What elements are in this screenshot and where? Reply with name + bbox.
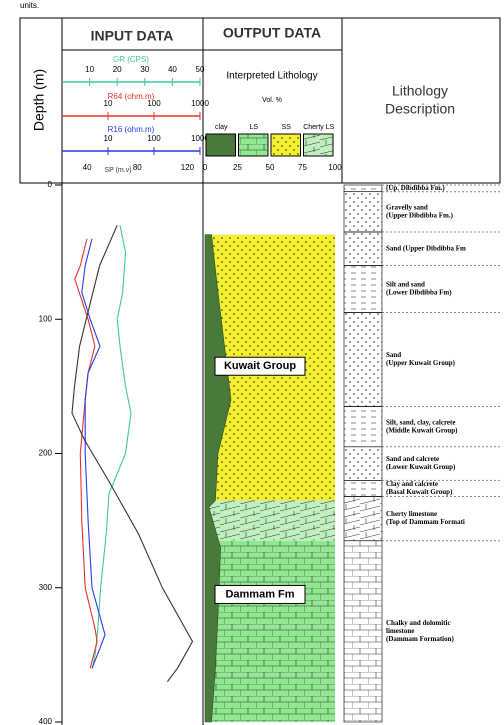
zone-label: Kuwait Group — [224, 360, 296, 372]
zone-label-box — [214, 356, 306, 376]
description-text: Gravelly sand — [386, 203, 428, 211]
scale-tick-label: 30 — [140, 65, 149, 74]
legend-label: SS — [282, 124, 292, 131]
description-pattern — [343, 496, 383, 542]
top-note: units. — [20, 1, 39, 10]
description-pattern — [343, 540, 383, 723]
description-title: Lithology — [392, 83, 448, 99]
description-text: Clay and calcrete — [386, 480, 438, 488]
zone-label: Dammam Fm — [225, 588, 294, 600]
legend-label: Cherty LS — [303, 124, 334, 131]
description-text: (Lower Dibdibba Fm) — [386, 289, 452, 297]
zone-label-box — [214, 584, 306, 604]
description-pattern — [343, 191, 383, 233]
curve-name: R16 (ohm.m) — [108, 125, 155, 134]
header-frame — [19, 17, 501, 184]
depth-tick-label: 300 — [39, 583, 53, 592]
legend-label: LS — [249, 124, 258, 131]
legend-swatch — [205, 133, 236, 157]
description-pattern — [343, 231, 383, 266]
vol-label: Vol. % — [262, 97, 282, 104]
scale-tick-label: 1000 — [191, 99, 209, 108]
scale-tick-label: 100 — [147, 99, 161, 108]
description-text: (Lower Kuwait Group) — [386, 463, 456, 471]
curve — [91, 225, 132, 669]
zone-pattern — [205, 500, 335, 541]
curve-name: GR (CPS) — [113, 55, 149, 64]
description-title: Description — [385, 101, 455, 117]
scale-tick-label: 20 — [113, 65, 122, 74]
description-pattern — [343, 265, 383, 313]
curve — [81, 238, 106, 669]
legend-pattern — [271, 134, 301, 156]
scale-tick-label: 50 — [196, 65, 205, 74]
legend-pattern — [303, 134, 333, 156]
vol-tick-label: 75 — [298, 163, 307, 172]
curve-name: R64 (ohm.m) — [108, 92, 155, 101]
depth-tick-label: 0 — [48, 180, 53, 189]
vol-tick-label: 100 — [328, 163, 342, 172]
scale-tick-label: 80 — [133, 163, 142, 172]
description-text: Cherty limestone — [386, 510, 437, 518]
legend-label: clay — [215, 124, 228, 131]
scale-tick-label: 120 — [181, 163, 195, 172]
description-text: (Top of Dammam Formati — [386, 518, 465, 526]
description-pattern — [343, 406, 383, 448]
scale-tick-label: 10 — [85, 65, 94, 74]
curve — [71, 225, 194, 683]
scale-tick-label: 40 — [168, 65, 177, 74]
description-pattern — [343, 480, 383, 497]
description-text: (Upper Dibdibba Fm.) — [386, 211, 454, 219]
vol-tick-label: 25 — [233, 163, 242, 172]
description-pattern — [343, 446, 383, 481]
description-text: (Up. Dibdibba Fm.) — [386, 184, 445, 192]
depth-tick-label: 200 — [39, 449, 53, 458]
clay-area — [204, 234, 232, 723]
scale-tick-label: 100 — [147, 134, 161, 143]
description-text: Sand and calcrete — [386, 455, 439, 463]
scale-tick-label: 1000 — [191, 134, 209, 143]
description-text: limestone — [386, 627, 414, 635]
description-text: Sand — [386, 351, 401, 359]
depth-tick-label: 100 — [39, 314, 53, 323]
vol-tick-label: 50 — [266, 163, 275, 172]
description-text: (Middle Kuwait Group) — [386, 426, 458, 434]
description-text: (Basal Kuwait Group) — [386, 488, 453, 496]
input-title: INPUT DATA — [91, 28, 174, 44]
depth-label: Depth (m) — [31, 69, 47, 131]
description-pattern — [343, 184, 383, 193]
description-text: (Upper Kuwait Group) — [386, 359, 456, 367]
curve — [74, 238, 98, 669]
curve-name: SP (m.v) — [104, 167, 131, 174]
lithology-title: Interpreted Lithology — [226, 71, 317, 82]
scale-tick-label: 40 — [83, 163, 92, 172]
depth-tick-label: 400 — [39, 717, 53, 725]
output-title: OUTPUT DATA — [223, 25, 321, 41]
description-text: Chalky and dolomitic — [386, 619, 451, 627]
scale-tick-label: 10 — [104, 134, 113, 143]
description-text: Silt and sand — [386, 281, 425, 289]
scale-tick-label: 10 — [104, 99, 113, 108]
description-text: (Dammam Formation) — [386, 635, 455, 643]
zone-pattern — [205, 540, 335, 722]
description-text: Silt, sand, clay, calcrete — [386, 418, 455, 426]
vol-tick-label: 0 — [203, 163, 208, 172]
description-text: Sand (Upper Dibdibba Fm — [386, 244, 466, 252]
legend-pattern — [238, 134, 268, 156]
description-pattern — [343, 312, 383, 407]
